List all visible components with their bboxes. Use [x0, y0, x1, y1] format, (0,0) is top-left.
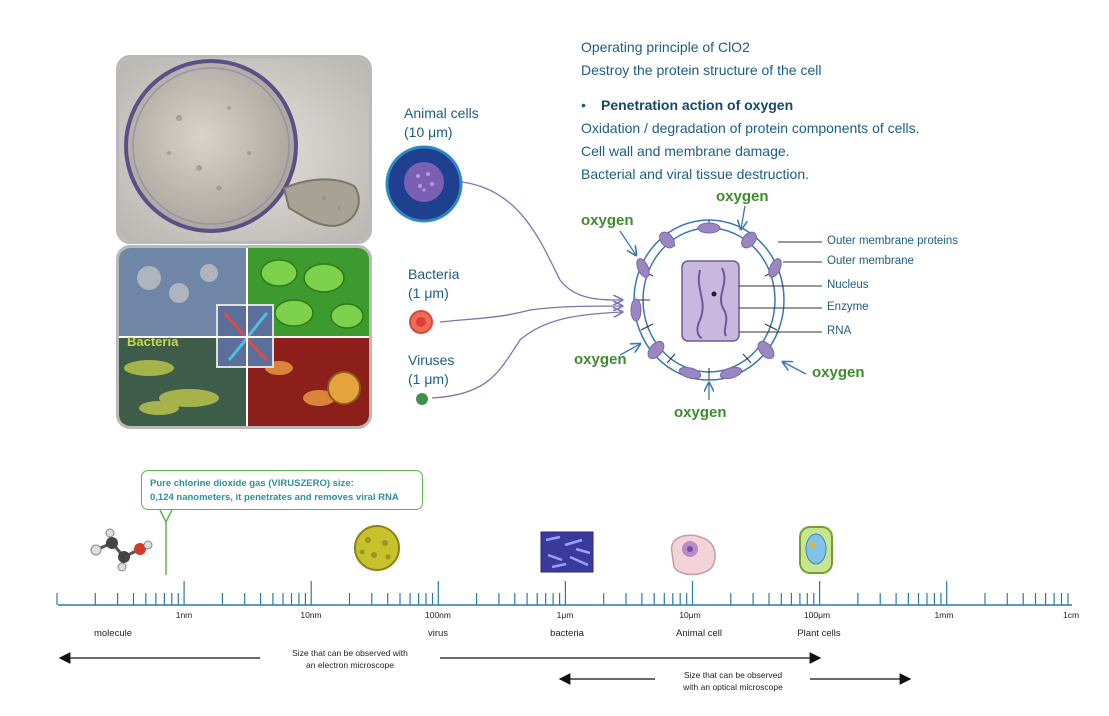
object-label-virus: virus	[427, 628, 449, 639]
optical-range-line-2: with an optical microscope	[683, 682, 783, 692]
tick-label-1mm: 1mm	[934, 610, 954, 620]
principle-line-4: Cell wall and membrane damage.	[581, 143, 790, 159]
animal-cell-arrow	[461, 181, 622, 300]
virus-cell-icon	[416, 393, 428, 405]
bullet-heading-text: Penetration action of oxygen	[601, 97, 794, 113]
viruses-label: Viruses (1 μm)	[408, 351, 454, 389]
scale-ticks	[56, 581, 1069, 605]
principle-line-2: Destroy the protein structure of the cel…	[581, 62, 822, 78]
cell-photo-image	[119, 58, 369, 241]
nucleus-label: Nucleus	[827, 279, 869, 291]
outer-membrane-proteins-label: Outer membrane proteins	[827, 235, 959, 247]
bacteria-collage-photo: Bacteria	[116, 245, 372, 429]
tick-label-100nm: 100nm	[425, 610, 451, 620]
penetration-diagram	[385, 145, 822, 405]
virus-icon	[354, 525, 400, 571]
animal-cell-icon	[385, 145, 463, 223]
callout-line-2: 0,124 nanometers, it penetrates and remo…	[150, 492, 399, 503]
viruses-name: Viruses	[408, 352, 455, 368]
chlorine-dioxide-callout: Pure chlorine dioxide gas (VIRUSZERO) si…	[141, 470, 423, 510]
bullet-heading: • Penetration action of oxygen	[581, 97, 794, 113]
bacteria-arrow	[439, 306, 622, 323]
tick-label-100um: 100μm	[803, 610, 831, 620]
rna-label: RNA	[827, 325, 852, 337]
object-label-molecule: molecule	[93, 628, 133, 639]
bacteria-name: Bacteria	[408, 266, 460, 282]
outer-membrane-label: Outer membrane	[827, 255, 914, 267]
tick-label-1cm: 1cm	[1062, 610, 1080, 620]
object-label-plant-cells: Plant cells	[797, 628, 841, 639]
principle-line-5: Bacterial and viral tissue destruction.	[581, 166, 809, 182]
virus-arrow	[431, 312, 622, 399]
molecule-icon	[90, 528, 153, 572]
animal-cells-name: Animal cells	[404, 105, 479, 121]
bacteria-cell-icon	[409, 310, 433, 334]
tick-label-10nm: 10nm	[300, 610, 322, 620]
oxygen-label-top: oxygen	[716, 188, 769, 205]
viruses-size: (1 μm)	[408, 371, 449, 387]
virus-structure	[619, 205, 822, 400]
bacteria-size: (1 μm)	[408, 285, 449, 301]
bacteria-icon	[540, 531, 594, 573]
electron-range-line-1: Size that can be observed with	[292, 648, 408, 658]
oxygen-label-left: oxygen	[574, 351, 627, 368]
optical-microscope-range-text: Size that can be observed with an optica…	[656, 669, 810, 693]
animal-cells-size: (10 μm)	[404, 124, 453, 140]
bacteria-label: Bacteria (1 μm)	[408, 265, 459, 303]
oxygen-label-bottom: oxygen	[674, 404, 727, 421]
principle-line-3: Oxidation / degradation of protein compo…	[581, 120, 920, 136]
animal-cell-scale-icon	[670, 534, 716, 576]
enzyme-label: Enzyme	[827, 301, 869, 313]
tick-label-1um: 1μm	[556, 610, 574, 620]
principle-line-1: Operating principle of ClO2	[581, 39, 750, 55]
oxygen-label-top-left: oxygen	[581, 212, 634, 229]
bacteria-photo-caption: Bacteria	[127, 334, 179, 349]
plant-cell-icon	[799, 526, 833, 574]
tick-label-1nm: 1nm	[175, 610, 193, 620]
electron-microscope-range-text: Size that can be observed with an electr…	[264, 647, 436, 671]
animal-cells-label: Animal cells (10 μm)	[404, 104, 479, 142]
operating-principle-text: Operating principle of ClO2 Destroy the …	[581, 36, 920, 186]
electron-range-line-2: an electron microscope	[306, 660, 394, 670]
tick-label-10um: 10μm	[679, 610, 701, 620]
size-scale	[56, 509, 1072, 685]
object-label-animal-cell: Animal cell	[676, 628, 722, 639]
object-label-bacteria: bacteria	[550, 628, 584, 639]
cell-photo	[116, 55, 372, 244]
optical-range-line-1: Size that can be observed	[683, 670, 783, 680]
callout-line-1: Pure chlorine dioxide gas (VIRUSZERO) si…	[150, 478, 354, 489]
bacteria-collage-image: Bacteria	[119, 248, 369, 426]
oxygen-label-right: oxygen	[812, 364, 865, 381]
